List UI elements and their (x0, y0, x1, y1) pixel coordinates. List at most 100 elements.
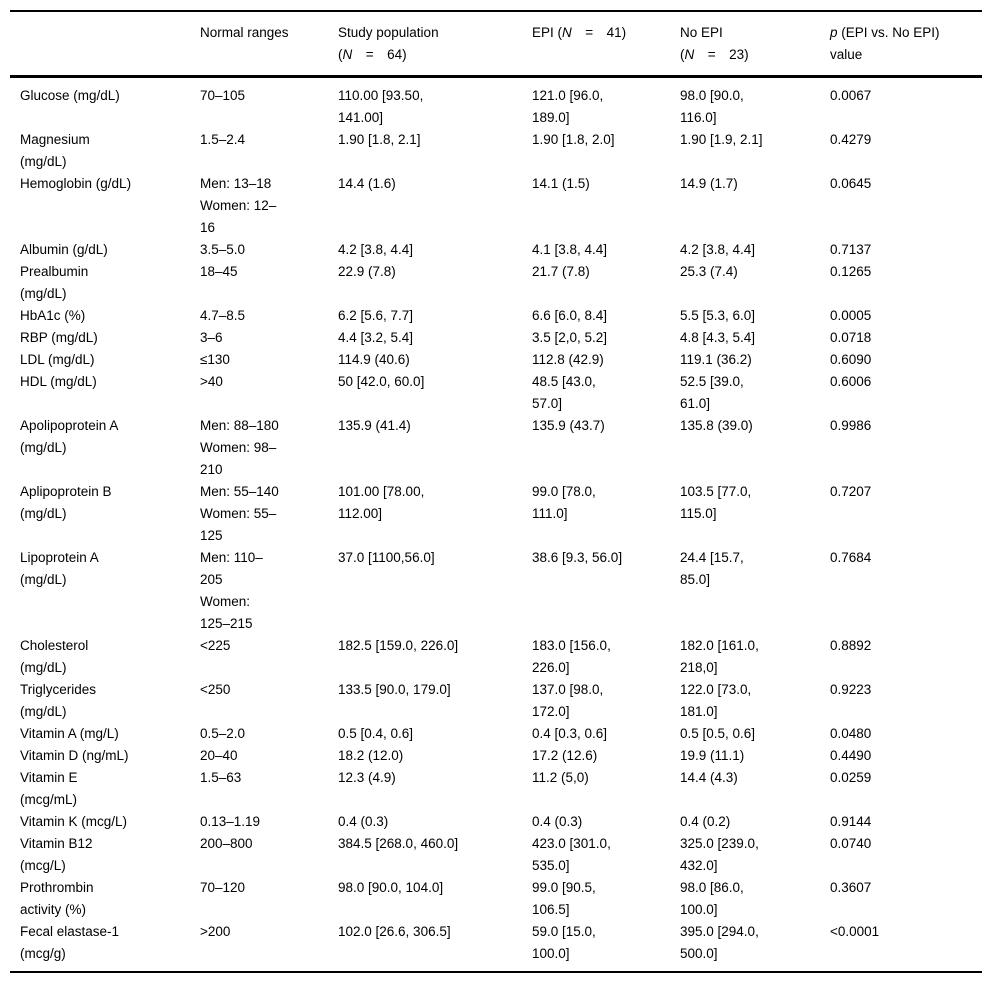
epi-value-line: 14.1 (1.5) (532, 176, 590, 191)
study-population-value-line: 135.9 (41.4) (338, 418, 411, 433)
row-label-line: HbA1c (%) (20, 308, 86, 323)
header-text: No EPI (680, 25, 723, 40)
row-label: RBP (mg/dL) (20, 327, 200, 349)
normal-range-value: <250 (200, 679, 338, 701)
row-label-line: Apolipoprotein A (20, 418, 119, 433)
epi-value-line: 0.4 [0.3, 0.6] (532, 726, 608, 741)
table-row: Aplipoprotein B (mg/dL) Men: 55–140 Women: … (10, 481, 982, 547)
row-label: Albumin (g/dL) (20, 239, 200, 261)
normal-range-value-line: 18–45 (200, 264, 238, 279)
no-epi-value-line: 135.8 (39.0) (680, 418, 753, 433)
p-value-line: 0.6006 (830, 374, 872, 389)
normal-range-value-line: 3–6 (200, 330, 223, 345)
p-value: 0.4490 (830, 745, 982, 767)
row-label: Vitamin A (mg/L) (20, 723, 200, 745)
p-value: 0.0005 (830, 305, 982, 327)
normal-range-value-line: 200–800 (200, 836, 253, 851)
row-label-line: Albumin (g/dL) (20, 242, 108, 257)
no-epi-value: 14.9 (1.7) (680, 173, 830, 195)
epi-value: 21.7 (7.8) (532, 261, 680, 283)
row-label: Vitamin D (ng/mL) (20, 745, 200, 767)
row-label-line: Vitamin E (20, 770, 78, 785)
row-label: Prealbumin (mg/dL) (20, 261, 200, 305)
epi-value-line: 99.0 [78.0, (532, 484, 596, 499)
no-epi-value-line: 122.0 [73.0, (680, 682, 752, 697)
epi-value: 3.5 [2,0, 5.2] (532, 327, 680, 349)
no-epi-value-line: 103.5 [77.0, (680, 484, 752, 499)
epi-value: 17.2 (12.6) (532, 745, 680, 767)
p-value-line: 0.9986 (830, 418, 872, 433)
study-population-value: 18.2 (12.0) (338, 745, 532, 767)
p-value: 0.7207 (830, 481, 982, 503)
table-header-row: Normal ranges Study population (N = 64) EPI… (10, 12, 982, 75)
study-population-value: 384.5 [268.0, 460.0] (338, 833, 532, 855)
study-population-value-line: 110.00 [93.50, (338, 88, 424, 103)
p-value: 0.0480 (830, 723, 982, 745)
header-line: Study population (338, 22, 524, 44)
epi-value-line: 11.2 (5,0) (532, 770, 589, 785)
row-label: Magnesium (mg/dL) (20, 129, 200, 173)
study-population-value-line: 0.4 (0.3) (338, 814, 389, 829)
no-epi-value-line: 181.0] (680, 704, 718, 719)
row-label-line: RBP (mg/dL) (20, 330, 98, 345)
column-header-epi: EPI (N = 41) (532, 22, 680, 44)
epi-value: 59.0 [15.0, 100.0] (532, 921, 680, 965)
no-epi-value: 182.0 [161.0, 218,0] (680, 635, 830, 679)
no-epi-value: 0.4 (0.2) (680, 811, 830, 833)
study-population-value: 110.00 [93.50, 141.00] (338, 85, 532, 129)
table-row: Hemoglobin (g/dL) Men: 13–18 Women: 12– 16 1… (10, 173, 982, 239)
normal-range-value: Men: 13–18 Women: 12– 16 (200, 173, 338, 239)
normal-range-value: 3–6 (200, 327, 338, 349)
no-epi-value-line: 100.0] (680, 902, 718, 917)
row-label-line: Hemoglobin (g/dL) (20, 176, 132, 191)
study-population-value: 182.5 [159.0, 226.0] (338, 635, 532, 657)
normal-range-value: 200–800 (200, 833, 338, 855)
study-population-value-line: 98.0 [90.0, 104.0] (338, 880, 444, 895)
row-label-line: (mg/dL) (20, 704, 67, 719)
column-header-no-epi: No EPI (N = 23) (680, 22, 830, 66)
normal-range-value: 0.5–2.0 (200, 723, 338, 745)
epi-value: 0.4 [0.3, 0.6] (532, 723, 680, 745)
no-epi-value-line: 182.0 [161.0, (680, 638, 759, 653)
no-epi-value-line: 1.90 [1.9, 2.1] (680, 132, 763, 147)
epi-value-line: 21.7 (7.8) (532, 264, 590, 279)
normal-range-value-line: >40 (200, 374, 223, 389)
epi-value-line: 535.0] (532, 858, 570, 873)
row-label: Apolipoprotein A (mg/dL) (20, 415, 200, 459)
epi-value: 112.8 (42.9) (532, 349, 680, 371)
normal-range-value: 0.13–1.19 (200, 811, 338, 833)
normal-range-value: 1.5–63 (200, 767, 338, 789)
normal-range-value: 20–40 (200, 745, 338, 767)
row-label: Triglycerides (mg/dL) (20, 679, 200, 723)
table-row: Prealbumin (mg/dL) 18–45 22.9 (7.8) 21.7 (7.… (10, 261, 982, 305)
header-text: Study population (338, 25, 439, 40)
study-population-value: 4.2 [3.8, 4.4] (338, 239, 532, 261)
no-epi-value-line: 24.4 [15.7, (680, 550, 744, 565)
study-population-value: 12.3 (4.9) (338, 767, 532, 789)
study-population-value: 98.0 [90.0, 104.0] (338, 877, 532, 899)
study-population-value-line: 182.5 [159.0, 226.0] (338, 638, 459, 653)
normal-range-value: ≤130 (200, 349, 338, 371)
study-population-value: 135.9 (41.4) (338, 415, 532, 437)
study-population-value-line: 14.4 (1.6) (338, 176, 396, 191)
epi-value: 423.0 [301.0, 535.0] (532, 833, 680, 877)
table-row: Vitamin E (mcg/mL) 1.5–63 12.3 (4.9) 11.2 (5… (10, 767, 982, 811)
epi-value-line: 48.5 [43.0, (532, 374, 596, 389)
no-epi-value: 5.5 [5.3, 6.0] (680, 305, 830, 327)
epi-value: 121.0 [96.0, 189.0] (532, 85, 680, 129)
p-value-line: 0.3607 (830, 880, 872, 895)
epi-value-line: 0.4 (0.3) (532, 814, 583, 829)
p-value-line: 0.7137 (830, 242, 872, 257)
epi-value-line: 99.0 [90.5, (532, 880, 596, 895)
epi-value-line: 423.0 [301.0, (532, 836, 611, 851)
no-epi-value-line: 500.0] (680, 946, 718, 961)
no-epi-value: 14.4 (4.3) (680, 767, 830, 789)
epi-value-line: 6.6 [6.0, 8.4] (532, 308, 608, 323)
epi-value-line: 4.1 [3.8, 4.4] (532, 242, 608, 257)
table-row: RBP (mg/dL) 3–6 4.4 [3.2, 5.4] 3.5 [2,0, 5.… (10, 327, 982, 349)
no-epi-value: 4.2 [3.8, 4.4] (680, 239, 830, 261)
p-value: 0.3607 (830, 877, 982, 899)
italic-symbol: N (684, 47, 695, 62)
header-text: ( (338, 47, 343, 62)
table-row: Triglycerides (mg/dL) <250 133.5 [90.0, 179… (10, 679, 982, 723)
